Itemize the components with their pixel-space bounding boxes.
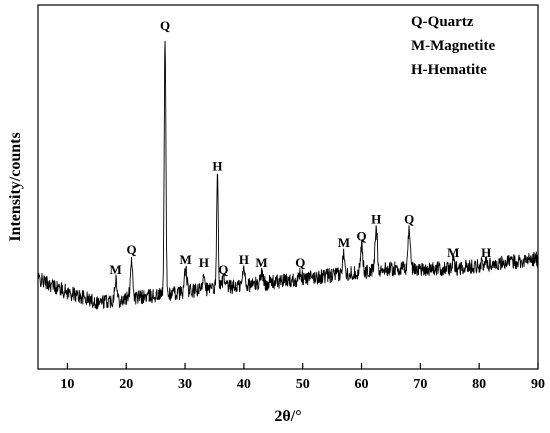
x-tick-label-80: 80: [472, 377, 486, 392]
y-axis-title: Intensity/counts: [7, 132, 24, 241]
x-tick-label-10: 10: [60, 377, 74, 392]
x-tick-label-50: 50: [296, 377, 310, 392]
peak-label-5: H: [212, 158, 222, 173]
x-tick-label-20: 20: [119, 377, 133, 392]
legend: Q-Quartz M-Magnetite H-Hematite: [411, 14, 495, 78]
legend-entry-0: Q-Quartz: [411, 14, 474, 30]
peak-label-9: Q: [295, 255, 305, 270]
legend-entry-1: M-Magnetite: [411, 38, 495, 54]
peak-label-11: Q: [356, 228, 366, 243]
x-tick-label-40: 40: [237, 377, 251, 392]
legend-entry-2: H-Hematite: [411, 62, 487, 78]
x-axis-title: 2θ/°: [274, 408, 301, 425]
peak-label-13: Q: [404, 212, 414, 227]
peak-label-1: Q: [126, 242, 136, 257]
plot-frame: [37, 4, 539, 370]
spectrum: [37, 40, 539, 310]
peak-label-15: H: [481, 245, 491, 260]
x-axis-ticks: 10 20 30 40 50 60 70 80 90: [60, 363, 545, 392]
peak-label-2: Q: [160, 18, 170, 33]
x-tick-label-60: 60: [355, 377, 369, 392]
peak-label-4: H: [199, 255, 209, 270]
peak-label-14: M: [447, 245, 459, 260]
peak-label-10: M: [338, 235, 350, 250]
peak-label-7: H: [239, 252, 249, 267]
x-tick-label-70: 70: [413, 377, 427, 392]
x-tick-label-90: 90: [531, 377, 545, 392]
peak-label-3: M: [180, 252, 192, 267]
peak-label-0: M: [110, 262, 122, 277]
x-tick-label-30: 30: [178, 377, 192, 392]
peak-label-12: H: [371, 212, 381, 227]
peak-label-6: Q: [218, 262, 228, 277]
spectrum-line: [37, 40, 539, 310]
peak-label-8: M: [255, 255, 267, 270]
